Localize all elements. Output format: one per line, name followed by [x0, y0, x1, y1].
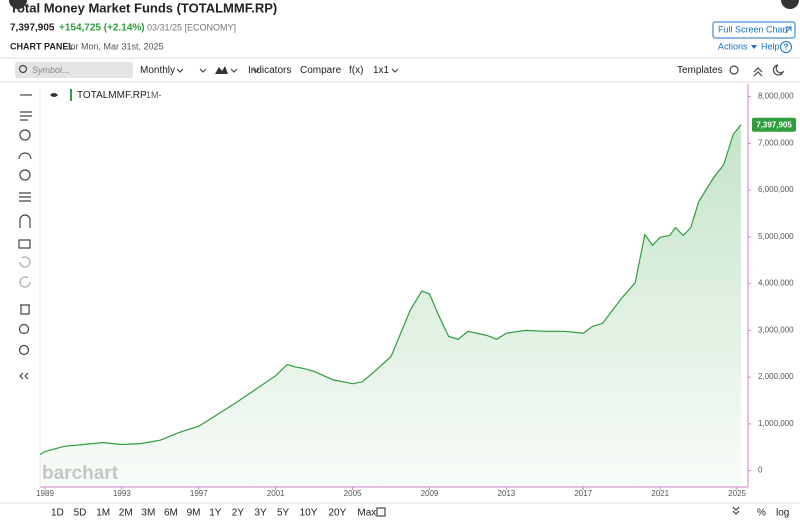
close-icon[interactable]	[9, 0, 27, 9]
x-tick-label: 1993	[113, 489, 131, 498]
range-button[interactable]: 20Y	[329, 508, 347, 519]
range-button[interactable]: 6M	[164, 508, 178, 519]
symbol-input[interactable]	[15, 62, 133, 78]
x-tick-label: 2005	[344, 489, 362, 498]
page-title: Total Money Market Funds (TOTALMMF.RP)	[10, 0, 277, 15]
range-caret[interactable]	[732, 506, 740, 515]
collapse-sidebar-icon[interactable]	[19, 372, 29, 380]
calendar-icon[interactable]	[376, 507, 386, 517]
range-button[interactable]: 3M	[141, 508, 155, 519]
indicators-button[interactable]: Indicators	[248, 65, 291, 76]
range-button[interactable]: 10Y	[300, 508, 318, 519]
chart-style-icon[interactable]	[215, 66, 228, 74]
range-button[interactable]: 1M	[96, 508, 110, 519]
last-value-badge	[752, 117, 796, 132]
undo-icon[interactable]	[19, 256, 31, 268]
x-tick-label: 2017	[574, 489, 592, 498]
x-tick-label: 2013	[497, 489, 515, 498]
y-tick-label: 7,000,000	[758, 138, 794, 147]
fx-button[interactable]: f(x)	[349, 65, 363, 76]
tool-icon[interactable]	[18, 152, 32, 160]
area-fill	[40, 124, 741, 488]
x-tick-label: 2001	[267, 489, 285, 498]
full-screen-button[interactable]	[712, 21, 796, 39]
range-button[interactable]: 1Y	[209, 508, 222, 519]
series-line	[39, 124, 742, 456]
lock-icon[interactable]	[18, 239, 31, 249]
help-icon[interactable]: ?	[784, 43, 789, 52]
x-tick-label: 1997	[190, 489, 208, 498]
price-change: +154,725 (+2.14%)	[59, 23, 145, 34]
tool-icon[interactable]	[19, 129, 31, 141]
x-tick-label: 2021	[651, 489, 669, 498]
tool-icon[interactable]	[20, 111, 32, 121]
quote-date: 03/31/25 [ECONOMY]	[147, 22, 236, 32]
panel-date: for Mon, Mar 31st, 2025	[68, 41, 164, 51]
external-icon	[784, 26, 792, 34]
range-button[interactable]: 9M	[187, 508, 201, 519]
scale-option[interactable]: log	[776, 508, 789, 519]
scale-option[interactable]: %	[757, 508, 766, 519]
legend-swatch	[70, 89, 72, 101]
tool-icon[interactable]	[19, 192, 31, 202]
search-icon	[18, 64, 28, 74]
y-tick-label: 3,000,000	[758, 325, 794, 334]
layout-button[interactable]: 1x1	[373, 65, 390, 76]
dark-mode-icon[interactable]	[772, 64, 785, 76]
dropdown-caret	[176, 68, 399, 73]
zoom-in-icon[interactable]	[18, 323, 30, 335]
y-tick-label: 0	[758, 466, 763, 475]
range-button[interactable]: 1D	[51, 508, 64, 519]
settings-icon[interactable]	[729, 65, 739, 75]
redo-icon[interactable]	[19, 276, 31, 288]
help-circle	[780, 41, 792, 53]
legend-label: TOTALMMF.RP	[77, 90, 147, 101]
panel-label: CHART PANEL	[10, 41, 74, 51]
drawing-sidebar	[18, 94, 32, 380]
range-button[interactable]: 3Y	[254, 508, 267, 519]
symbol-placeholder[interactable]: Symbol...	[32, 65, 70, 75]
range-button[interactable]: Max	[357, 508, 376, 519]
range-button[interactable]: 2M	[119, 508, 133, 519]
y-tick-label: 8,000,000	[758, 92, 794, 101]
y-tick-label: 4,000,000	[758, 279, 794, 288]
compare-button[interactable]: Compare	[300, 65, 342, 76]
y-tick-label: 5,000,000	[758, 232, 794, 241]
full-screen-label[interactable]: Full Screen Chart	[718, 24, 789, 34]
x-tick-label: 2009	[421, 489, 439, 498]
price: 7,397,905	[10, 23, 55, 34]
last-value-label: 7,397,905	[756, 120, 792, 129]
tool-icon[interactable]	[19, 169, 31, 181]
visibility-icon[interactable]	[50, 93, 58, 97]
templates-button[interactable]: Templates	[677, 65, 723, 76]
y-tick-label: 2,000,000	[758, 372, 794, 381]
help-link[interactable]: Help	[761, 41, 780, 51]
range-button[interactable]: 5Y	[277, 508, 290, 519]
period-select[interactable]: Monthly	[140, 65, 175, 76]
y-tick-label: 1,000,000	[758, 419, 794, 428]
zoom-out-icon[interactable]	[18, 344, 30, 356]
delete-icon[interactable]	[20, 304, 30, 315]
actions-menu[interactable]: Actions	[718, 41, 748, 51]
collapse-icon[interactable]	[753, 67, 763, 77]
x-tick-label: 2025	[728, 489, 746, 498]
expand-icon[interactable]	[781, 0, 799, 9]
range-button[interactable]: 5D	[74, 508, 87, 519]
caret	[751, 45, 757, 49]
legend-interval: -1M-	[143, 90, 162, 100]
range-button[interactable]: 2Y	[232, 508, 245, 519]
y-tick-label: 6,000,000	[758, 185, 794, 194]
x-tick-label: 1989	[36, 489, 54, 498]
magnet-icon[interactable]	[19, 214, 31, 228]
